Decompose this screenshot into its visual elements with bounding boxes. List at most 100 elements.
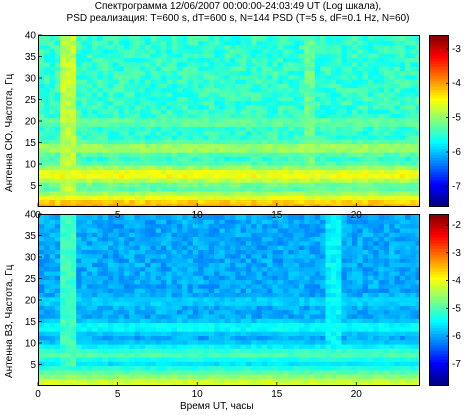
heatmap-cell	[166, 40, 173, 46]
heatmap-cell	[187, 139, 194, 145]
heatmap-cell	[346, 36, 353, 41]
heatmap-cell	[107, 83, 114, 89]
heatmap-cell	[171, 53, 178, 59]
heatmap-cell	[219, 122, 226, 127]
heatmap-cell	[76, 203, 83, 206]
heatmap-cell	[214, 313, 220, 319]
heatmap-cell	[60, 236, 67, 242]
heatmap-cell	[150, 365, 157, 371]
heatmap-cell	[187, 223, 194, 229]
heatmap-cell	[171, 283, 178, 289]
heatmap-cell	[155, 203, 162, 206]
heatmap-cell	[107, 109, 114, 114]
heatmap-cell	[267, 40, 274, 46]
heatmap-cell	[378, 74, 385, 80]
heatmap-cell	[219, 203, 226, 206]
heatmap-cell	[161, 91, 167, 97]
heatmap-cell	[240, 173, 247, 179]
heatmap-cell	[192, 70, 199, 76]
heatmap-cell	[261, 223, 268, 229]
heatmap-cell	[97, 292, 104, 298]
heatmap-cell	[44, 195, 51, 200]
heatmap-cell	[309, 313, 316, 319]
heatmap-cell	[171, 195, 178, 200]
heatmap-cell	[203, 245, 210, 250]
heatmap-cell	[203, 348, 210, 354]
heatmap-cell	[166, 215, 173, 220]
heatmap-cell	[240, 195, 247, 200]
heatmap-cell	[394, 57, 401, 63]
heatmap-cell	[134, 70, 141, 76]
heatmap-cell	[150, 369, 157, 375]
heatmap-cell	[235, 134, 242, 140]
heatmap-cell	[219, 313, 226, 319]
heatmap-cell	[399, 152, 406, 157]
heatmap-cell	[288, 339, 295, 345]
heatmap-cell	[219, 130, 226, 136]
heatmap-cell	[256, 219, 263, 225]
heatmap-cell	[214, 182, 220, 188]
heatmap-cell	[224, 215, 231, 220]
heatmap-cell	[92, 190, 98, 196]
heatmap-cell	[192, 309, 199, 315]
heatmap-cell	[304, 219, 311, 225]
heatmap-cell	[166, 219, 173, 225]
heatmap-cell	[219, 169, 226, 175]
heatmap-cell	[251, 322, 258, 328]
heatmap-cell	[224, 91, 231, 97]
heatmap-cell	[235, 313, 242, 319]
heatmap-cell	[214, 177, 220, 183]
heatmap-cell	[182, 177, 189, 183]
heatmap-cell	[288, 36, 295, 41]
heatmap-cell	[81, 96, 88, 102]
heatmap-cell	[161, 382, 167, 385]
heatmap-cell	[288, 331, 295, 336]
heatmap-cell	[161, 104, 167, 110]
heatmap-cell	[44, 335, 51, 341]
heatmap-cell	[155, 232, 162, 238]
heatmap-cell	[49, 240, 56, 246]
heatmap-cell	[224, 223, 231, 229]
heatmap-cell	[92, 195, 98, 200]
heatmap-cell	[330, 139, 337, 145]
heatmap-cell	[367, 152, 374, 157]
heatmap-cell	[405, 177, 411, 183]
heatmap-cell	[288, 348, 295, 354]
heatmap-cell	[49, 227, 56, 233]
heatmap-cell	[283, 177, 289, 183]
heatmap-cell	[277, 169, 284, 175]
heatmap-cell	[277, 57, 284, 63]
heatmap-cell	[399, 122, 406, 127]
heatmap-cell	[102, 232, 109, 238]
heatmap-cell	[171, 186, 178, 192]
heatmap-cell	[92, 61, 98, 67]
heatmap-cell	[293, 266, 300, 272]
heatmap-cell	[405, 91, 411, 97]
heatmap-cell	[81, 309, 88, 315]
heatmap-cell	[49, 326, 56, 332]
heatmap-cell	[123, 113, 130, 119]
heatmap-cell	[192, 262, 199, 268]
heatmap-cell	[97, 348, 104, 354]
heatmap-cell	[70, 87, 77, 93]
heatmap-cell	[49, 374, 56, 379]
heatmap-cell	[118, 169, 125, 175]
heatmap-cell	[203, 53, 210, 59]
heatmap-cell	[272, 48, 279, 54]
heatmap-cell	[288, 91, 295, 97]
heatmap-cell	[235, 126, 242, 132]
heatmap-cell	[373, 143, 380, 149]
heatmap-cell	[81, 240, 88, 246]
heatmap-cell	[230, 344, 236, 349]
heatmap-cell	[198, 266, 205, 272]
heatmap-cell	[86, 279, 93, 285]
heatmap-cell	[65, 36, 72, 41]
heatmap-cell	[245, 270, 252, 276]
heatmap-cell	[139, 249, 146, 255]
heatmap-cell	[129, 66, 136, 71]
heatmap-cell	[224, 361, 231, 367]
heatmap-cell	[39, 236, 45, 242]
heatmap-cell	[373, 177, 380, 183]
heatmap-cell	[272, 361, 279, 367]
heatmap-cell	[166, 331, 173, 336]
